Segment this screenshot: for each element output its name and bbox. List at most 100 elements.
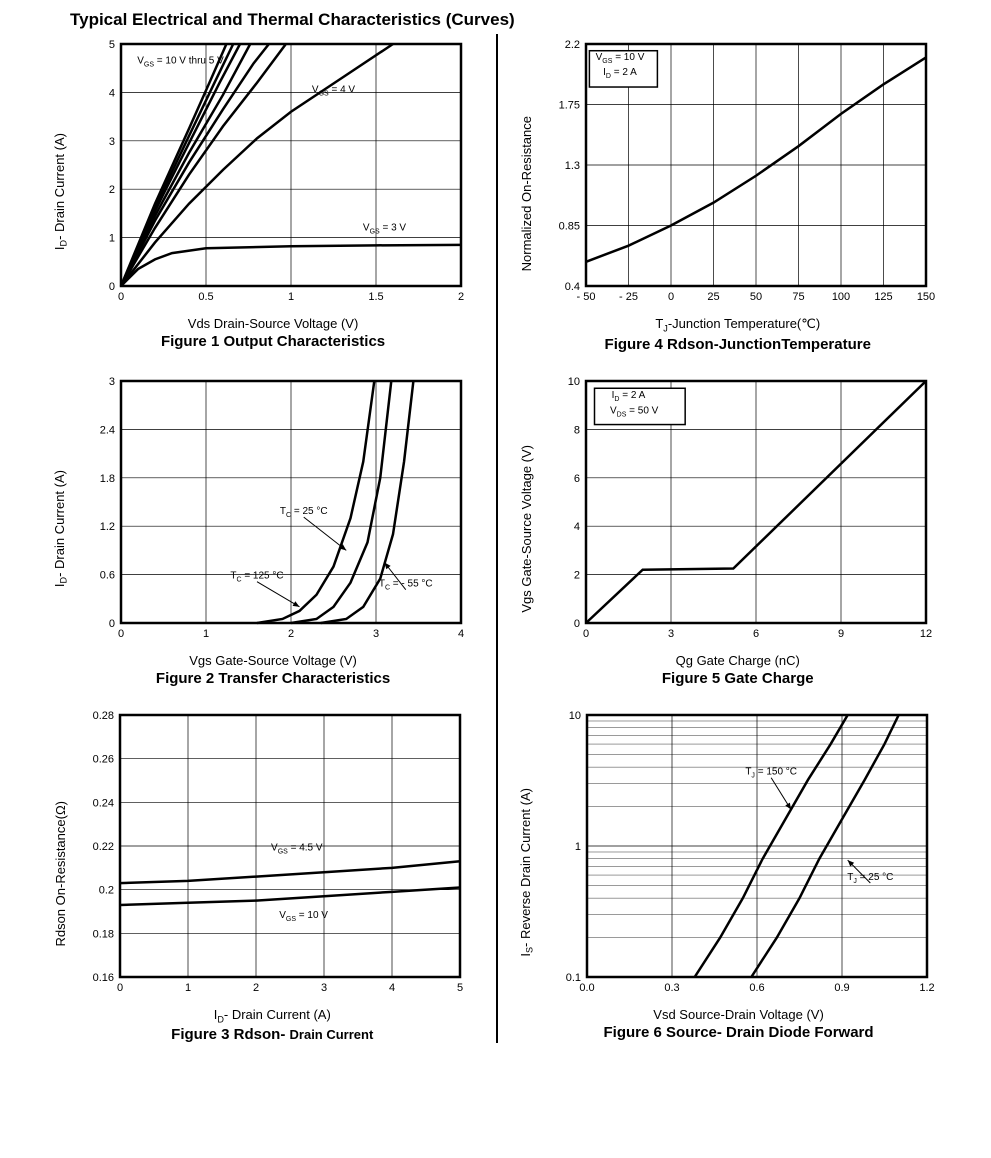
- svg-text:VGS = 10 V: VGS = 10 V: [279, 910, 328, 923]
- fig2-xlabel: Vgs Gate-Source Voltage (V): [189, 653, 357, 668]
- fig3-plot: 0 1 2 3 4 5 0.16 0.18 0.2 0.22 0.24 0.26 0.28 VGS = 4…: [72, 705, 472, 1005]
- svg-text:12: 12: [920, 628, 932, 640]
- fig6-xlabel: Vsd Source-Drain Voltage (V): [653, 1007, 824, 1022]
- svg-text:25: 25: [707, 291, 719, 303]
- svg-text:0.18: 0.18: [93, 928, 114, 940]
- svg-text:- 25: - 25: [619, 291, 638, 303]
- svg-text:1.3: 1.3: [564, 160, 579, 172]
- svg-text:4: 4: [109, 87, 115, 99]
- fig5-ylabel: Vgs Gate-Source Voltage (V): [519, 445, 534, 613]
- svg-text:4: 4: [574, 521, 580, 533]
- fig4-ylabel: Normalized On-Resistance: [519, 116, 534, 271]
- column-divider: [496, 34, 498, 1043]
- svg-text:0: 0: [668, 291, 674, 303]
- fig2-ylabel: ID- Drain Current (A): [52, 470, 69, 587]
- svg-text:8: 8: [574, 424, 580, 436]
- svg-text:0: 0: [109, 618, 115, 630]
- svg-text:125: 125: [874, 291, 892, 303]
- svg-text:1.5: 1.5: [368, 291, 383, 303]
- fig5-plot: 0369120246810ID = 2 AVDS = 50 V: [538, 371, 938, 651]
- svg-text:1: 1: [109, 233, 115, 245]
- svg-text:0.3: 0.3: [664, 982, 679, 994]
- svg-text:3: 3: [321, 982, 327, 994]
- fig4-xlabel: TJ-Junction Temperature(℃): [655, 316, 820, 334]
- svg-text:1: 1: [185, 982, 191, 994]
- svg-text:VGS = 4 V: VGS = 4 V: [312, 84, 356, 97]
- fig6-ylabel: IS- Reverse Drain Current (A): [518, 788, 535, 957]
- svg-text:0.2: 0.2: [99, 884, 114, 896]
- fig1-caption: Figure 1 Output Characteristics: [161, 333, 385, 350]
- svg-text:3: 3: [668, 628, 674, 640]
- svg-text:0.5: 0.5: [198, 291, 213, 303]
- svg-text:0.4: 0.4: [564, 281, 579, 293]
- svg-text:2: 2: [458, 291, 464, 303]
- fig3-caption: Figure 3 Rdson- Drain Current: [171, 1026, 373, 1043]
- svg-text:0.16: 0.16: [93, 972, 114, 984]
- fig2-plot: 0123400.61.21.82.43TC = 25 °CTC = 125 °C…: [73, 371, 473, 651]
- svg-text:1: 1: [288, 291, 294, 303]
- svg-text:0: 0: [109, 281, 115, 293]
- fig2-caption: Figure 2 Transfer Characteristics: [156, 670, 390, 687]
- fig5-caption: Figure 5 Gate Charge: [662, 670, 814, 687]
- svg-text:2.2: 2.2: [564, 39, 579, 51]
- svg-text:3: 3: [373, 628, 379, 640]
- svg-text:5: 5: [457, 982, 463, 994]
- svg-text:6: 6: [753, 628, 759, 640]
- svg-text:0: 0: [574, 618, 580, 630]
- page-title: Typical Electrical and Thermal Character…: [70, 10, 961, 30]
- fig6-plot: 0.00.30.60.91.20.1110TJ = 150 °CTJ = 25 …: [539, 705, 939, 1005]
- svg-text:9: 9: [838, 628, 844, 640]
- svg-text:1.2: 1.2: [100, 521, 115, 533]
- figure-4: Normalized On-Resistance - 50- 250255075…: [496, 34, 962, 353]
- fig4-caption: Figure 4 Rdson-JunctionTemperature: [605, 336, 871, 353]
- svg-text:0.6: 0.6: [100, 569, 115, 581]
- fig3-ylabel: Rdson On-Resistance(Ω): [53, 801, 68, 947]
- figure-1: ID- Drain Current (A) 00.511.52012345VGS…: [30, 34, 496, 353]
- svg-text:2: 2: [253, 982, 259, 994]
- svg-text:1.8: 1.8: [100, 472, 115, 484]
- svg-text:0.22: 0.22: [93, 841, 114, 853]
- svg-text:6: 6: [574, 472, 580, 484]
- chart-grid: ID- Drain Current (A) 00.511.52012345VGS…: [30, 34, 961, 1043]
- fig4-plot: - 50- 2502550751001251500.40.851.31.752.…: [538, 34, 938, 314]
- svg-text:VGS = 4.5 V: VGS = 4.5 V: [271, 842, 323, 855]
- fig1-plot: 00.511.52012345VGS = 10 V thru 5 VVGS = …: [73, 34, 473, 314]
- svg-text:3: 3: [109, 376, 115, 388]
- svg-text:VGS = 10 V thru 5 V: VGS = 10 V thru 5 V: [137, 55, 224, 68]
- svg-text:150: 150: [917, 291, 935, 303]
- svg-text:0.28: 0.28: [93, 710, 114, 722]
- svg-text:0.24: 0.24: [93, 797, 114, 809]
- svg-text:0: 0: [118, 628, 124, 640]
- fig1-xlabel: Vds Drain-Source Voltage (V): [188, 316, 359, 331]
- svg-text:2: 2: [288, 628, 294, 640]
- figure-2: ID- Drain Current (A) 0 1 2 3 4 0 0.6 1.2 1.8 2.4…: [30, 371, 496, 687]
- svg-text:0.0: 0.0: [579, 982, 594, 994]
- svg-text:1.2: 1.2: [919, 982, 934, 994]
- svg-text:0: 0: [583, 628, 589, 640]
- svg-text:5: 5: [109, 39, 115, 51]
- fig6-caption: Figure 6 Source- Drain Diode Forward: [604, 1024, 874, 1041]
- figure-6: IS- Reverse Drain Current (A) 0.00.30.60…: [496, 705, 962, 1044]
- fig5-xlabel: Qg Gate Charge (nC): [676, 653, 800, 668]
- svg-text:4: 4: [389, 982, 395, 994]
- svg-text:2: 2: [574, 569, 580, 581]
- svg-text:2.4: 2.4: [100, 424, 115, 436]
- svg-text:0.26: 0.26: [93, 753, 114, 765]
- svg-text:2: 2: [109, 184, 115, 196]
- svg-text:10: 10: [568, 376, 580, 388]
- svg-text:VGS = 3 V: VGS = 3 V: [363, 222, 407, 235]
- svg-text:1: 1: [203, 628, 209, 640]
- fig3-xlabel: ID- Drain Current (A): [214, 1007, 331, 1025]
- svg-text:0: 0: [117, 982, 123, 994]
- svg-text:TC = - 55 °C: TC = - 55 °C: [379, 578, 433, 591]
- svg-text:TJ = 25 °C: TJ = 25 °C: [847, 872, 893, 885]
- svg-text:10: 10: [568, 710, 580, 722]
- svg-text:1: 1: [574, 841, 580, 853]
- figure-5: Vgs Gate-Source Voltage (V) 0 3 6 9 12 0 2 4 6 8 1…: [496, 371, 962, 687]
- svg-text:50: 50: [750, 291, 762, 303]
- svg-text:100: 100: [832, 291, 850, 303]
- figure-3: Rdson On-Resistance(Ω) 0 1 2 3 4 5 0.16 0.18 0.2…: [30, 705, 496, 1044]
- svg-text:0: 0: [118, 291, 124, 303]
- fig1-ylabel: ID- Drain Current (A): [52, 133, 69, 250]
- svg-text:4: 4: [458, 628, 464, 640]
